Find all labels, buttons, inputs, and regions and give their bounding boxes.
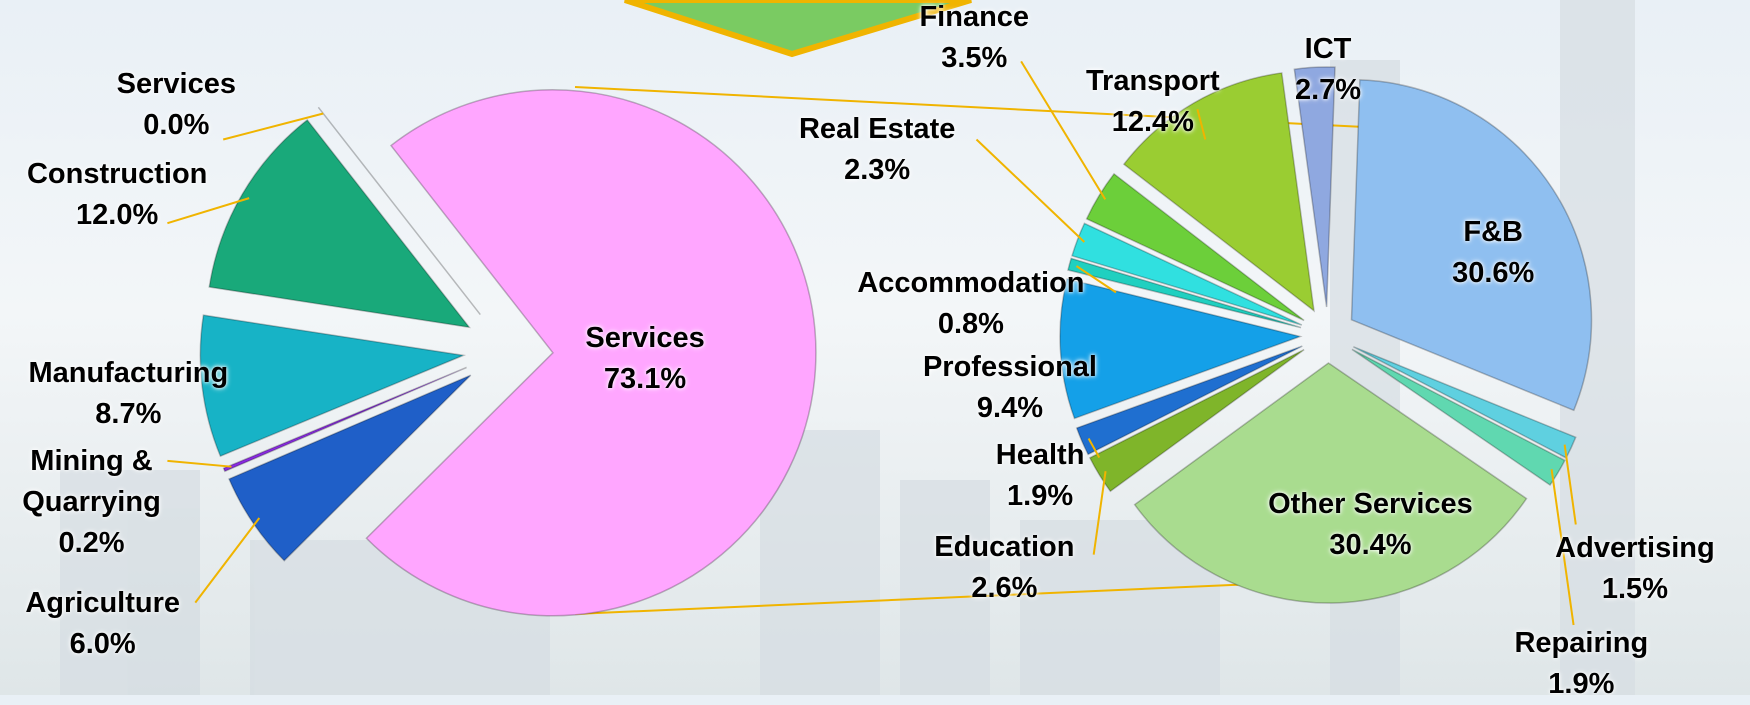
category-label: Accommodation (857, 263, 1084, 304)
page: (() => { const data = JSON.parse(documen… (0, 0, 1750, 695)
category-label: Advertising (1555, 528, 1715, 569)
value-label: 30.6% (1452, 253, 1534, 294)
value-label: 12.0% (27, 195, 207, 236)
value-label: 12.4% (1086, 102, 1220, 143)
value-label: 73.1% (585, 359, 704, 400)
category-label: Manufacturing (28, 353, 228, 394)
category-label: Professional (923, 347, 1097, 388)
value-label: 1.5% (1555, 569, 1715, 610)
leader-line (977, 140, 1085, 242)
chart (0, 0, 1750, 695)
value-label: 1.9% (996, 476, 1085, 517)
value-label: 2.7% (1295, 70, 1361, 111)
value-label: 0.0% (117, 105, 236, 146)
category-label: Real Estate (799, 109, 955, 150)
category-label: Health (996, 435, 1085, 476)
value-label: 3.5% (919, 38, 1029, 79)
value-label: 30.4% (1268, 525, 1473, 566)
category-label: Education (934, 527, 1074, 568)
category-label: Services (585, 318, 704, 359)
category-label: F&B (1452, 212, 1534, 253)
value-label: 2.6% (934, 568, 1074, 609)
category-label: Transport (1086, 61, 1220, 102)
value-label: 0.2% (2, 523, 182, 564)
value-label: 9.4% (923, 388, 1097, 429)
category-label: Other Services (1268, 484, 1473, 525)
category-label: Repairing (1514, 623, 1648, 664)
value-label: 0.8% (857, 304, 1084, 345)
category-label: Agriculture (25, 583, 180, 624)
value-label: 6.0% (25, 624, 180, 665)
category-label: Construction (27, 154, 207, 195)
category-label: Services (117, 64, 236, 105)
category-label: ICT (1295, 29, 1361, 70)
category-label: Mining & Quarrying (2, 441, 182, 523)
value-label: 2.3% (799, 150, 955, 191)
value-label: 1.9% (1514, 664, 1648, 705)
value-label: 8.7% (28, 394, 228, 435)
category-label: Finance (919, 0, 1029, 38)
leader-line (195, 518, 259, 603)
